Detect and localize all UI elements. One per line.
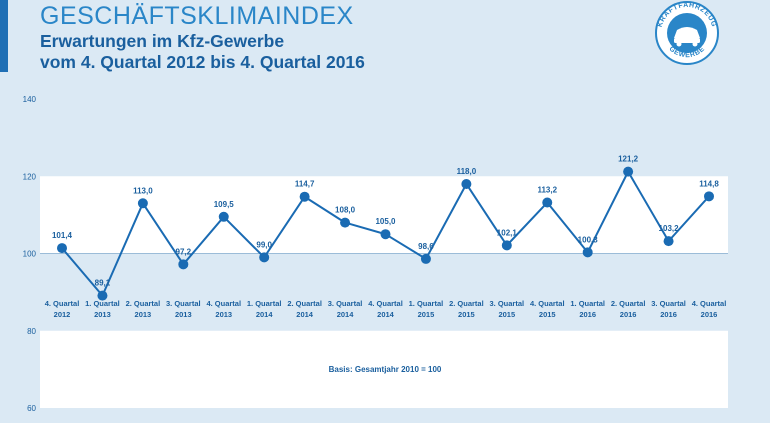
x-tick-label: 2. Quartal 2016 <box>611 299 646 319</box>
chart-band-0 <box>40 176 728 254</box>
x-tick-label: 4. Quartal 2016 <box>692 299 727 319</box>
x-tick-label: 4. Quartal 2012 <box>45 299 80 319</box>
data-point <box>420 253 431 264</box>
x-tick-label: 3. Quartal 2016 <box>651 299 686 319</box>
kfz-gewerbe-logo: KRAFTFAHRZEUG GEWERBE <box>655 1 719 65</box>
data-point <box>501 240 512 251</box>
x-tick-label: 3. Quartal 2015 <box>490 299 525 319</box>
subtitle-line-2: vom 4. Quartal 2012 bis 4. Quartal 2016 <box>40 52 365 72</box>
data-point <box>137 198 148 209</box>
data-label: 103,2 <box>659 224 680 233</box>
accent-bar <box>0 0 8 72</box>
data-point <box>97 290 108 301</box>
data-point <box>461 178 472 189</box>
x-tick-label: 2. Quartal 2014 <box>287 299 322 319</box>
chart-band-1 <box>40 330 728 408</box>
page-title: GESCHÄFTSKLIMAINDEX <box>40 2 354 30</box>
y-tick-label: 80 <box>27 327 36 336</box>
data-label: 113,0 <box>133 186 153 195</box>
y-tick-label: 60 <box>27 404 36 413</box>
data-label: 100,3 <box>578 235 599 244</box>
data-point <box>582 247 593 258</box>
data-point <box>259 252 270 263</box>
data-label: 105,0 <box>375 217 396 226</box>
data-label: 114,8 <box>699 179 719 188</box>
x-tick-label: 3. Quartal 2014 <box>328 299 363 319</box>
data-label: 113,2 <box>537 186 557 195</box>
data-label: 114,7 <box>295 180 315 189</box>
y-tick-label: 120 <box>23 172 37 181</box>
data-label: 102,1 <box>497 228 518 237</box>
data-label: 121,2 <box>618 155 639 164</box>
x-tick-label: 4. Quartal 2013 <box>206 299 241 319</box>
data-point <box>623 166 634 177</box>
data-label: 118,0 <box>457 167 477 176</box>
data-point <box>218 211 229 222</box>
data-label: 101,4 <box>52 231 73 240</box>
x-tick-label: 1. Quartal 2015 <box>409 299 444 319</box>
chart-annotation: Basis: Gesamtjahr 2010 = 100 <box>329 365 442 374</box>
data-point <box>663 236 674 247</box>
x-tick-label: 3. Quartal 2013 <box>166 299 201 319</box>
data-point <box>299 191 310 202</box>
data-point <box>178 259 189 270</box>
x-tick-label: 2. Quartal 2013 <box>126 299 161 319</box>
y-tick-label: 140 <box>23 95 37 104</box>
data-label: 99,0 <box>256 240 272 249</box>
x-tick-label: 1. Quartal 2016 <box>570 299 605 319</box>
data-label: 108,0 <box>335 206 356 215</box>
x-tick-label: 4. Quartal 2015 <box>530 299 565 319</box>
page-subtitle: Erwartungen im Kfz-Gewerbe vom 4. Quarta… <box>40 31 365 73</box>
data-point <box>57 243 67 254</box>
data-point <box>704 191 714 202</box>
data-label: 109,5 <box>214 200 235 209</box>
x-tick-label: 1. Quartal 2014 <box>247 299 282 319</box>
x-tick-label: 2. Quartal 2015 <box>449 299 484 319</box>
y-tick-label: 100 <box>23 250 37 259</box>
x-tick-label: 1. Quartal 2013 <box>85 299 120 319</box>
data-point <box>380 229 391 240</box>
data-label: 98,6 <box>418 242 434 251</box>
data-point <box>340 217 351 228</box>
data-label: 97,2 <box>176 247 192 256</box>
subtitle-line-1: Erwartungen im Kfz-Gewerbe <box>40 31 285 51</box>
x-tick-label: 4. Quartal 2014 <box>368 299 403 319</box>
data-point <box>542 197 553 208</box>
data-label: 89,1 <box>95 279 111 288</box>
